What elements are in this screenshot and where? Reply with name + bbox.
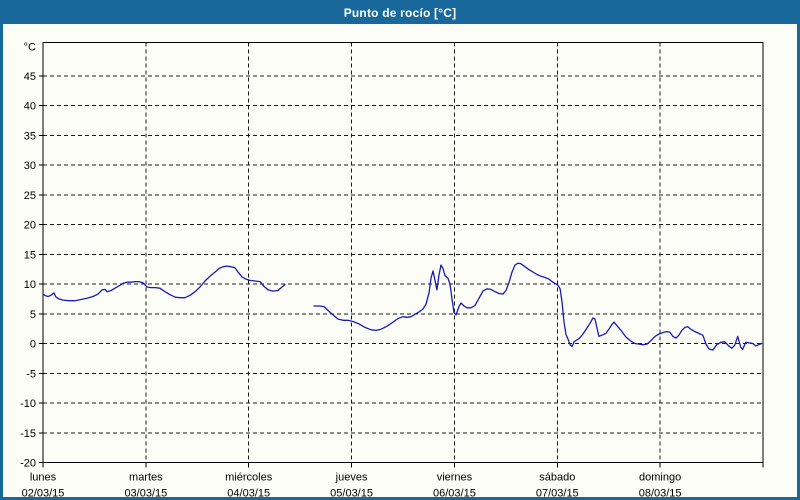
x-date-label: 08/03/15 — [639, 488, 682, 500]
x-day-label: jueves — [335, 472, 368, 484]
y-tick-label: 30 — [24, 160, 36, 172]
x-day-label: viernes — [437, 472, 473, 484]
y-tick-label: -10 — [20, 398, 36, 410]
x-date-label: 04/03/15 — [227, 488, 270, 500]
x-date-label: 03/03/15 — [124, 488, 167, 500]
y-tick-label: 40 — [24, 101, 36, 113]
window-title: Punto de rocío [°C] — [343, 6, 457, 20]
y-tick-label: 20 — [24, 220, 36, 232]
axis-labels: -20 -15 -10 -5 0 5 10 15 20 25 30 35 40 45 °C lunes 02/0… — [20, 41, 682, 500]
dewpoint-chart-svg: -20 -15 -10 -5 0 5 10 15 20 25 30 35 40 45 °C lunes 02/0… — [20, 41, 764, 500]
y-tick-label: 45 — [24, 71, 36, 83]
y-tick-label: 5 — [30, 309, 36, 321]
x-day-label: domingo — [639, 472, 681, 484]
plot-frame — [42, 41, 764, 464]
y-tick-label: 35 — [24, 130, 36, 142]
y-tick-label: -15 — [20, 428, 36, 440]
y-tick-label: -20 — [20, 458, 36, 470]
x-date-label: 07/03/15 — [536, 488, 579, 500]
gridlines — [43, 42, 763, 463]
y-tick-label: -5 — [26, 368, 36, 380]
dewpoint-series-line — [42, 265, 286, 302]
x-date-label: 05/03/15 — [330, 488, 373, 500]
x-day-label: lunes — [30, 472, 57, 484]
dewpoint-chart: -20 -15 -10 -5 0 5 10 15 20 25 30 35 40 45 °C lunes 02/0… — [3, 3, 797, 500]
x-date-label: 02/03/15 — [22, 488, 65, 500]
y-axis-unit-label: °C — [24, 41, 36, 53]
series — [42, 262, 763, 351]
y-tick-label: 25 — [24, 190, 36, 202]
x-date-label: 06/03/15 — [433, 488, 476, 500]
y-tick-label: 10 — [24, 279, 36, 291]
y-tick-label: 15 — [24, 249, 36, 261]
x-day-label: miércoles — [225, 472, 273, 484]
x-day-label: martes — [129, 472, 163, 484]
window-titlebar: Punto de rocío [°C] — [3, 3, 797, 24]
x-day-label: sábado — [539, 472, 575, 484]
y-tick-label: 0 — [30, 339, 36, 351]
dewpoint-series-line — [313, 262, 763, 351]
axes — [39, 41, 764, 468]
